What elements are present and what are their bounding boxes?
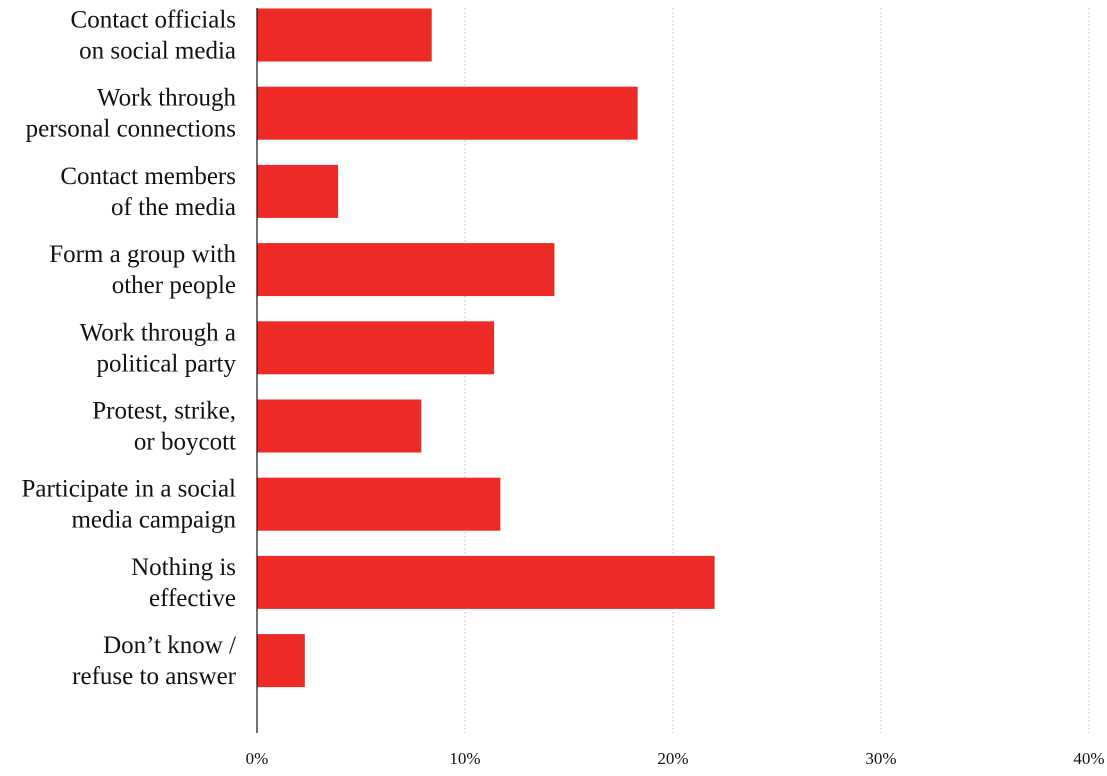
bar-6 — [257, 399, 422, 453]
tick-layer: 0% 10% 20% 30% 40% — [246, 749, 1105, 768]
x-tick-label-10: 10% — [449, 749, 480, 768]
bar-8 — [257, 555, 715, 609]
bar-layer — [257, 8, 715, 688]
category-label-line: personal connections — [26, 116, 236, 143]
bar-5 — [257, 321, 495, 375]
category-label-line: media campaign — [71, 507, 236, 534]
category-label-4: Form a group with other people — [49, 241, 236, 299]
category-label-line: refuse to answer — [72, 663, 236, 690]
label-layer: Contact officials on social media Work thr… — [21, 7, 236, 691]
category-label-line: Work through a — [80, 319, 236, 346]
bar-4 — [257, 243, 555, 297]
category-label-line: Contact members — [60, 163, 236, 190]
category-label-line: effective — [149, 585, 236, 612]
bar-3 — [257, 164, 339, 218]
category-label-5: Work through a political party — [80, 319, 237, 377]
category-label-3: Contact members of the media — [60, 163, 236, 221]
category-label-line: of the media — [111, 194, 236, 221]
category-label-line: Participate in a social — [21, 476, 236, 503]
bar-9 — [257, 634, 305, 688]
category-label-9: Don’t know / refuse to answer — [72, 632, 236, 690]
category-label-line: Don’t know / — [103, 632, 236, 659]
bar-2 — [257, 86, 638, 140]
category-label-6: Protest, strike, or boycott — [92, 398, 236, 456]
category-label-line: Contact officials — [71, 7, 236, 34]
category-label-line: other people — [112, 272, 236, 299]
category-label-line: Nothing is — [131, 554, 236, 581]
x-tick-label-40: 40% — [1073, 749, 1104, 768]
category-label-line: or boycott — [134, 429, 236, 456]
x-tick-label-30: 30% — [865, 749, 896, 768]
bar-7 — [257, 477, 501, 531]
category-label-8: Nothing is effective — [131, 554, 236, 612]
category-label-line: Protest, strike, — [92, 398, 236, 425]
x-tick-label-20: 20% — [657, 749, 688, 768]
category-label-2: Work through personal connections — [26, 85, 237, 143]
bar-1 — [257, 8, 432, 62]
category-label-line: political party — [96, 350, 236, 377]
category-label-line: on social media — [79, 38, 236, 65]
category-label-1: Contact officials on social media — [71, 7, 236, 65]
category-label-line: Form a group with — [49, 241, 236, 268]
category-label-line: Work through — [97, 85, 236, 112]
x-tick-label-0: 0% — [246, 749, 269, 768]
category-label-7: Participate in a social media campaign — [21, 476, 236, 534]
